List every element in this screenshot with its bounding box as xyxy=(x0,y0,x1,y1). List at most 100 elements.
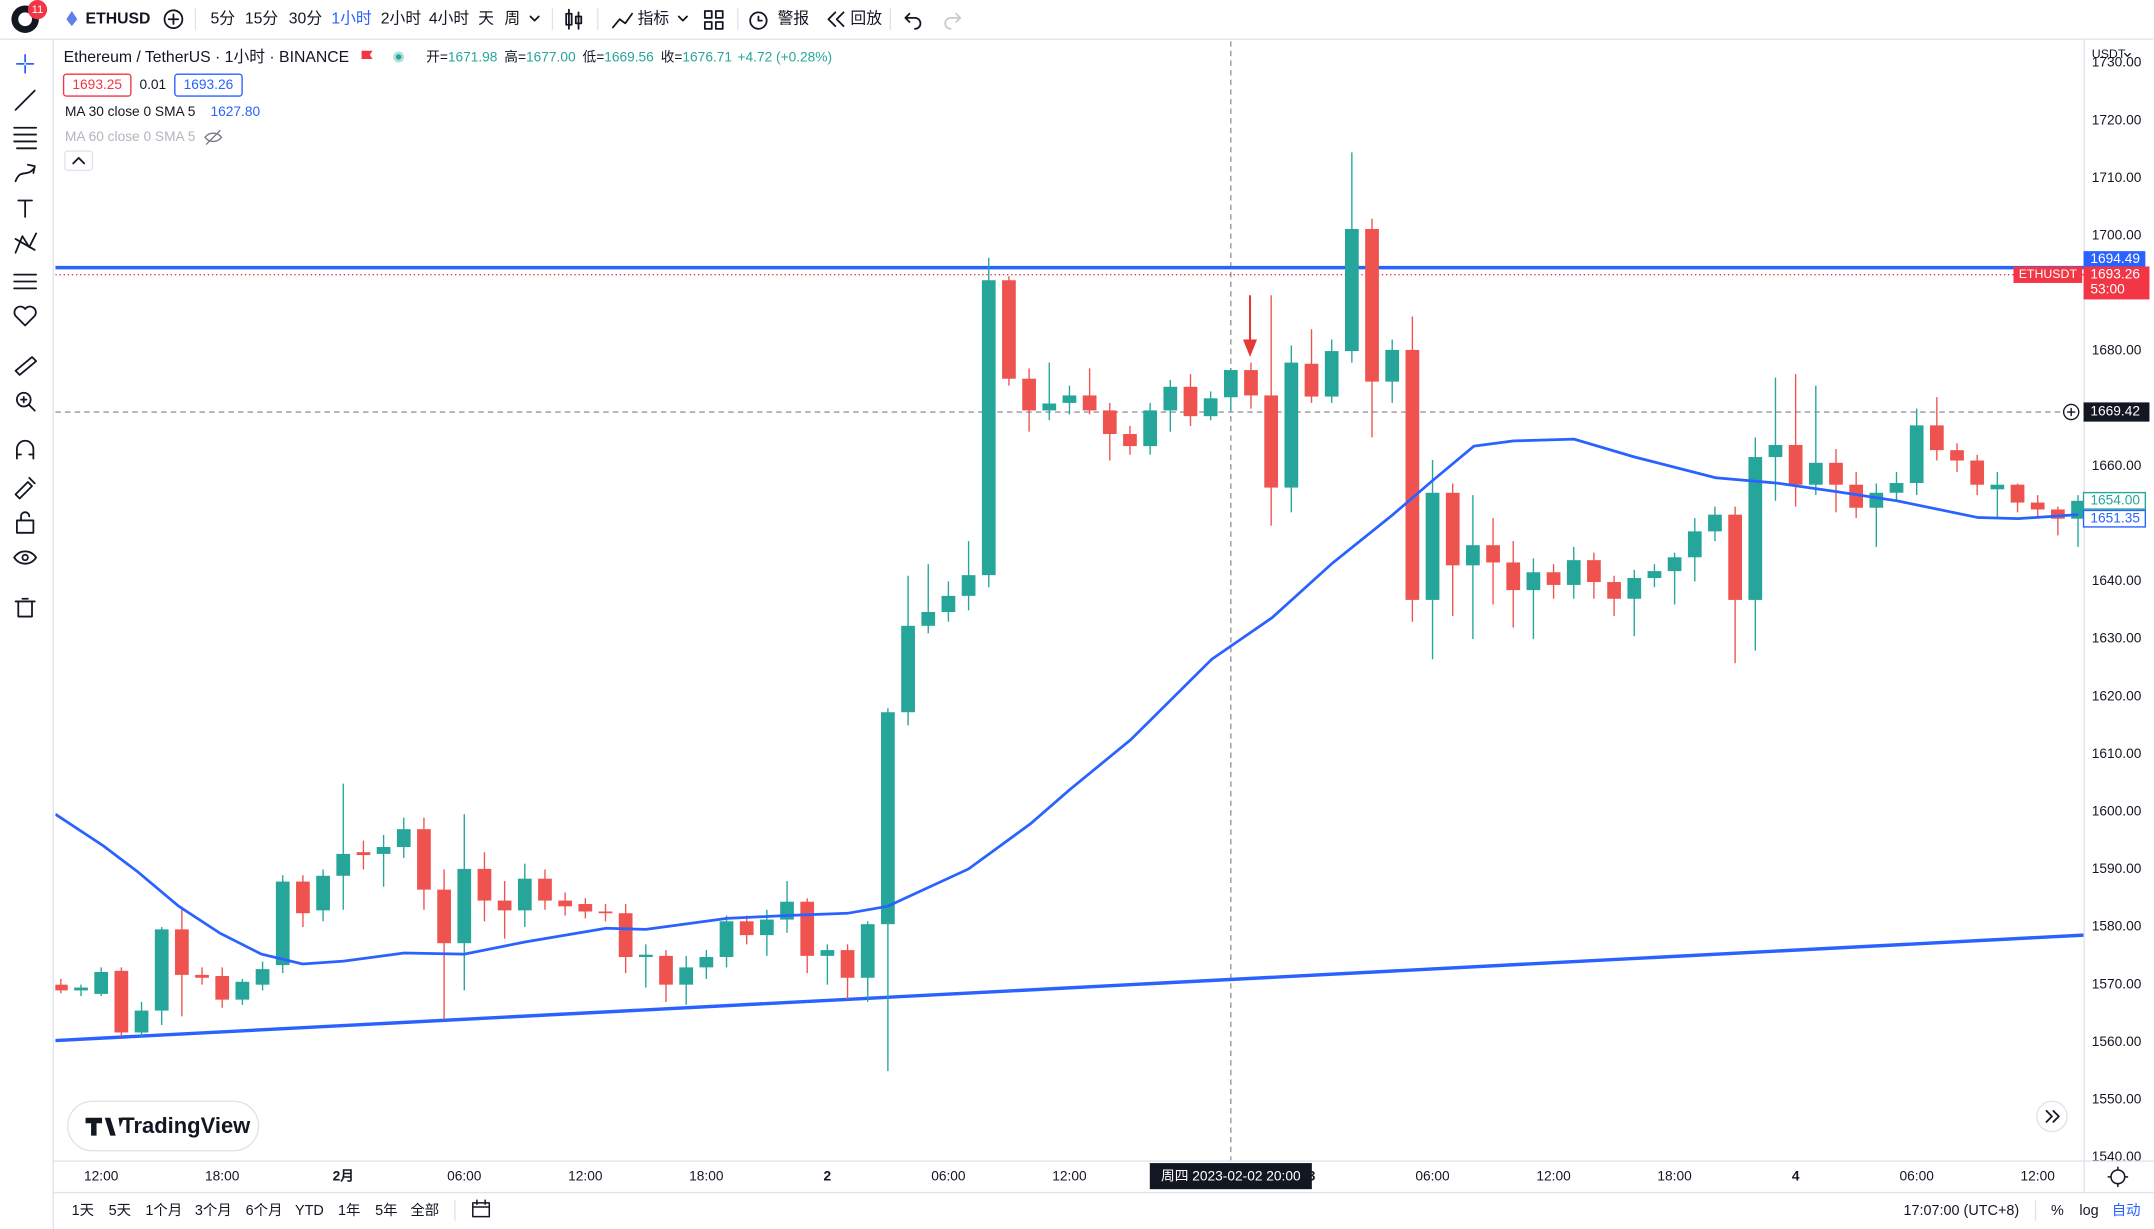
market-status-dot xyxy=(395,54,402,60)
interval-button[interactable]: 4小时 xyxy=(429,9,470,27)
interval-button[interactable]: 5分 xyxy=(211,9,236,27)
range-button[interactable]: 3个月 xyxy=(195,1202,232,1219)
range-button[interactable]: 1个月 xyxy=(145,1202,182,1219)
candle-body xyxy=(800,901,815,956)
candle-body xyxy=(820,950,835,956)
interval-dropdown[interactable] xyxy=(529,15,540,22)
indicator-name[interactable]: MA 60 close 0 SMA 5 xyxy=(65,129,196,144)
symbol-icon xyxy=(66,10,78,27)
watermark-logo xyxy=(85,1117,125,1136)
lock-tool[interactable] xyxy=(16,511,35,534)
interval-button[interactable]: 周 xyxy=(504,10,520,27)
add-symbol[interactable] xyxy=(163,9,184,30)
ohlc-value: 1677.00 xyxy=(526,49,576,64)
brush-tool[interactable] xyxy=(14,163,36,183)
range-button[interactable]: 6个月 xyxy=(246,1202,283,1219)
range-button[interactable]: 1年 xyxy=(338,1202,360,1219)
candle-body xyxy=(1526,572,1541,591)
flag-icon[interactable] xyxy=(361,50,373,60)
y-tick-label: 1660.00 xyxy=(2092,458,2142,473)
settings-button[interactable] xyxy=(2107,1166,2129,1188)
ohlc-label: 收= xyxy=(661,49,683,64)
candle-body xyxy=(1667,557,1682,572)
range-button[interactable]: YTD xyxy=(295,1203,324,1219)
x-tick-label: 2 xyxy=(824,1168,832,1183)
crosshair-time: 周四 2023-02-02 20:00 xyxy=(1161,1168,1301,1183)
buy-button[interactable] xyxy=(174,73,243,97)
candle-body xyxy=(1264,395,1279,488)
interval-button[interactable]: 1小时 xyxy=(331,9,372,27)
redo-button[interactable] xyxy=(944,12,962,30)
indicators-dropdown[interactable] xyxy=(677,15,688,22)
ruler-tool[interactable] xyxy=(14,356,38,376)
crosshair-price-box xyxy=(2083,402,2150,422)
candle-body xyxy=(538,878,552,901)
magnet-tool[interactable] xyxy=(16,439,35,460)
crosshair-tool[interactable] xyxy=(16,54,35,74)
candle-body xyxy=(1506,562,1521,591)
symbol[interactable]: ETHUSD xyxy=(86,10,151,27)
candle-body xyxy=(1123,434,1137,447)
range-button[interactable]: 1天 xyxy=(72,1203,94,1219)
delete-tool[interactable] xyxy=(14,597,36,618)
trend-line xyxy=(55,933,2084,1043)
replay-button[interactable]: 回放 xyxy=(850,9,882,27)
y-tick-label: 1600.00 xyxy=(2092,803,2142,818)
alert-button[interactable]: 警报 xyxy=(778,9,810,27)
x-tick-label: 06:00 xyxy=(1900,1168,1935,1183)
go-to-date[interactable] xyxy=(472,1199,491,1218)
candle-body xyxy=(961,575,976,596)
zoom-tool[interactable] xyxy=(16,391,32,408)
watermark-pill[interactable] xyxy=(67,1100,260,1152)
candle-body xyxy=(679,967,694,985)
candle-body xyxy=(517,878,532,911)
time-axis: 12:00 18:00 2月 06:00 12:00 18:00 2 06:00 12:00 18… xyxy=(53,1160,2154,1190)
bid-price: 1693.25 xyxy=(72,77,122,92)
sell-button[interactable] xyxy=(62,73,132,97)
interval-button[interactable]: 30分 xyxy=(289,9,323,27)
auto-button[interactable]: 自动 xyxy=(2112,1202,2141,1219)
undo-button[interactable] xyxy=(904,12,922,30)
range-button[interactable]: 5天 xyxy=(109,1203,131,1219)
range-button[interactable]: 全部 xyxy=(410,1201,439,1219)
y-tick-label: 1550.00 xyxy=(2092,1091,2142,1106)
hidden-icon[interactable] xyxy=(204,129,223,145)
hide-tool[interactable] xyxy=(13,550,38,565)
candle-body xyxy=(1909,425,1924,483)
interval-button[interactable]: 天 xyxy=(478,10,494,27)
y-tick-label: 1610.00 xyxy=(2092,746,2142,761)
forecast-tool[interactable] xyxy=(13,273,38,290)
interval-button[interactable]: 15分 xyxy=(245,9,279,27)
pattern-tool[interactable] xyxy=(14,232,38,254)
trend-line-tool[interactable] xyxy=(14,89,36,111)
text-tool[interactable] xyxy=(17,199,33,218)
interval-button[interactable]: 2小时 xyxy=(381,9,422,27)
fib-tool[interactable] xyxy=(13,126,38,150)
candle-body xyxy=(1344,228,1359,352)
favorites-tool[interactable] xyxy=(13,305,37,327)
ohlc-label: 高= xyxy=(504,48,526,64)
stay-drawing-tool[interactable] xyxy=(14,476,36,500)
candle-body xyxy=(1385,349,1400,382)
ask-price: 1693.26 xyxy=(184,77,234,92)
collapse-legend[interactable] xyxy=(64,150,94,171)
indicator-name[interactable]: MA 30 close 0 SMA 5 xyxy=(65,104,196,119)
x-tick-label: 12:00 xyxy=(568,1168,603,1183)
candle-body xyxy=(2030,502,2045,510)
candle-body xyxy=(860,924,875,978)
indicators-button[interactable]: 指标 xyxy=(638,9,670,27)
chart-type[interactable] xyxy=(565,8,583,30)
chart xyxy=(55,41,2084,1161)
candle-body xyxy=(1002,280,1016,379)
log-button[interactable]: log xyxy=(2079,1203,2098,1219)
currency-button[interactable]: USDT xyxy=(2092,47,2126,61)
y-tick-label: 1560.00 xyxy=(2092,1034,2142,1049)
layouts-button[interactable] xyxy=(703,10,724,30)
percent-button[interactable]: % xyxy=(2051,1203,2064,1219)
candle-body xyxy=(1970,460,1985,485)
add-alert-plus xyxy=(2067,407,2076,417)
range-button[interactable]: 5年 xyxy=(375,1202,397,1219)
candle-body xyxy=(396,829,411,848)
